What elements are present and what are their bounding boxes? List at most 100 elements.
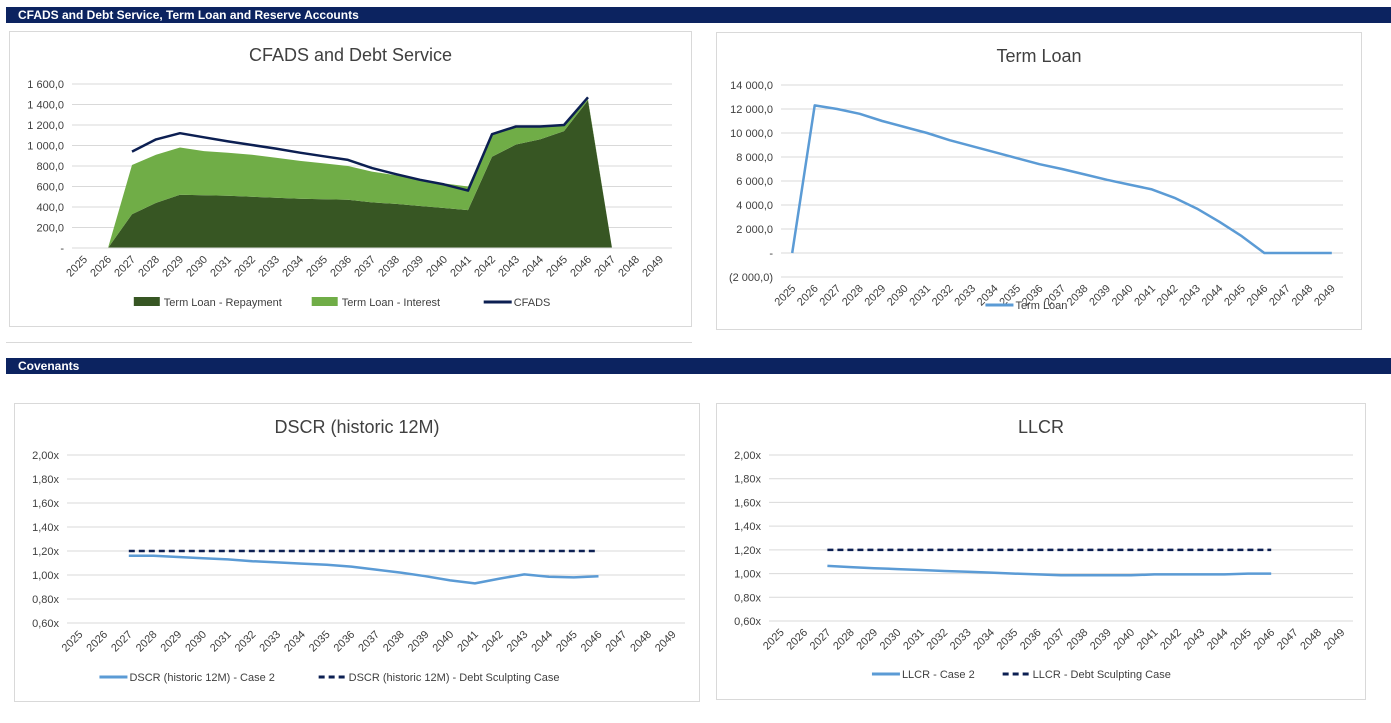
x-tick-label: 2049 [1322, 627, 1348, 653]
legend-label: DSCR (historic 12M) - Case 2 [129, 672, 274, 684]
x-tick-label: 2032 [232, 254, 258, 280]
x-tick-label: 2043 [1181, 627, 1207, 653]
chart-title: LLCR [1018, 417, 1064, 437]
x-tick-label: 2042 [472, 254, 498, 280]
x-tick-label: 2046 [568, 254, 594, 280]
y-tick-label: 0,80x [32, 594, 59, 606]
x-tick-label: 2038 [1065, 627, 1091, 653]
legend-label: LLCR - Case 2 [902, 669, 975, 681]
x-tick-label: 2044 [520, 254, 546, 280]
y-tick-label: 2,00x [734, 450, 761, 462]
x-tick-label: 2038 [381, 629, 407, 655]
x-tick-label: 2030 [183, 629, 209, 655]
chart-panel-cfads[interactable]: CFADS and Debt Service - 200,0 400,0 600,0 80… [9, 31, 692, 327]
x-tick-label: 2040 [430, 629, 456, 655]
x-tick-label: 2043 [496, 254, 522, 280]
x-tick-label: 2037 [352, 254, 378, 280]
legend-label: DSCR (historic 12M) - Debt Sculpting Cas… [349, 672, 560, 684]
y-tick-label: 12 000,0 [730, 104, 773, 116]
x-tick-label: 2037 [1041, 627, 1067, 653]
legend-swatch [133, 297, 160, 306]
y-tick-label: (2 000,0) [729, 272, 773, 284]
x-tick-label: 2045 [1222, 283, 1248, 309]
x-tick-label: 2036 [1018, 627, 1044, 653]
x-tick-label: 2044 [1200, 283, 1226, 309]
y-tick-label: 1 400,0 [27, 100, 64, 112]
x-tick-label: 2026 [88, 254, 114, 280]
y-tick-label: 0,80x [734, 592, 761, 604]
x-tick-label: 2027 [109, 629, 135, 655]
x-tick-label: 2025 [773, 283, 799, 309]
x-tick-label: 2042 [1158, 627, 1184, 653]
chart-panel-term-loan[interactable]: Term Loan (2 000,0) - 2 000,0 4 000,0 6 000,0… [716, 32, 1362, 330]
x-tick-label: 2027 [112, 254, 138, 280]
chart-panel-llcr[interactable]: LLCR 0,60x 0,80x 1,00x 1,20x 1,40x 1,60x 1,80x 2… [716, 403, 1366, 700]
y-tick-label: 1,00x [32, 570, 59, 582]
legend-label: Term Loan - Interest [342, 297, 440, 309]
legend-label: Term Loan [1015, 300, 1067, 312]
x-tick-label: 2046 [1245, 283, 1271, 309]
llcr-chart: LLCR 0,60x 0,80x 1,00x 1,20x 1,40x 1,60x 1,80x 2… [734, 417, 1353, 681]
x-tick-label: 2041 [448, 254, 474, 280]
x-tick-label: 2031 [208, 254, 234, 280]
x-tick-label: 2040 [1111, 627, 1137, 653]
y-tick-label: 200,0 [36, 223, 64, 235]
x-tick-label: 2033 [257, 629, 283, 655]
y-tick-label: - [769, 248, 773, 260]
x-tick-label: 2037 [356, 629, 382, 655]
x-tick-label: 2045 [1228, 627, 1254, 653]
x-tick-label: 2036 [328, 254, 354, 280]
x-tick-label: 2049 [1312, 283, 1338, 309]
chart-panel-dscr[interactable]: DSCR (historic 12M) 0,60x 0,80x 1,00x 1,20x 1… [14, 403, 700, 702]
x-tick-label: 2046 [579, 629, 605, 655]
x-tick-label: 2041 [1135, 627, 1161, 653]
x-tick-label: 2036 [332, 629, 358, 655]
x-tick-label: 2028 [134, 629, 160, 655]
x-tick-label: 2028 [831, 627, 857, 653]
term-loan-chart: Term Loan (2 000,0) - 2 000,0 4 000,0 6 000,0… [729, 46, 1343, 312]
x-tick-label: 2034 [971, 627, 997, 653]
line-series-term-loan [790, 104, 1332, 255]
y-tick-label: 1,20x [32, 546, 59, 558]
y-tick-label: 1,80x [734, 474, 761, 486]
area-series-term-loan-interest [108, 99, 612, 249]
legend-swatch [311, 297, 338, 306]
x-tick-label: 2032 [925, 627, 951, 653]
x-tick-label: 2047 [1267, 283, 1293, 309]
x-tick-label: 2033 [948, 627, 974, 653]
legend-label: CFADS [514, 297, 551, 309]
y-tick-label: 1,40x [32, 522, 59, 534]
x-tick-label: 2044 [1205, 627, 1231, 653]
x-tick-label: 2039 [400, 254, 426, 280]
section-title: Covenants [18, 359, 80, 373]
x-tick-label: 2040 [1110, 283, 1136, 309]
x-tick-label: 2034 [280, 254, 306, 280]
x-tick-label: 2049 [640, 254, 666, 280]
x-tick-label: 2025 [60, 629, 86, 655]
x-tick-label: 2030 [184, 254, 210, 280]
x-tick-label: 2030 [885, 283, 911, 309]
x-tick-label: 2035 [995, 627, 1021, 653]
x-tick-label: 2026 [84, 629, 110, 655]
x-tick-label: 2029 [862, 283, 888, 309]
y-tick-label: 600,0 [36, 182, 64, 194]
section-title: CFADS and Debt Service, Term Loan and Re… [18, 8, 359, 22]
x-tick-label: 2041 [1132, 283, 1158, 309]
y-tick-label: 4 000,0 [736, 200, 773, 212]
x-tick-label: 2040 [424, 254, 450, 280]
x-tick-label: 2047 [604, 629, 630, 655]
x-tick-label: 2041 [455, 629, 481, 655]
x-tick-label: 2048 [1290, 283, 1316, 309]
y-tick-label: 1 000,0 [27, 141, 64, 153]
x-tick-label: 2039 [1088, 627, 1114, 653]
x-tick-label: 2029 [159, 629, 185, 655]
y-tick-label: 1,80x [32, 474, 59, 486]
section-header-cfads: CFADS and Debt Service, Term Loan and Re… [6, 7, 1391, 23]
x-tick-label: 2043 [505, 629, 531, 655]
x-tick-label: 2027 [818, 283, 844, 309]
y-tick-label: 1 600,0 [27, 79, 64, 91]
x-tick-label: 2027 [808, 627, 834, 653]
x-tick-label: 2030 [878, 627, 904, 653]
line-series-dscr-historic-12m-case-2 [128, 554, 599, 585]
x-tick-label: 2028 [136, 254, 162, 280]
